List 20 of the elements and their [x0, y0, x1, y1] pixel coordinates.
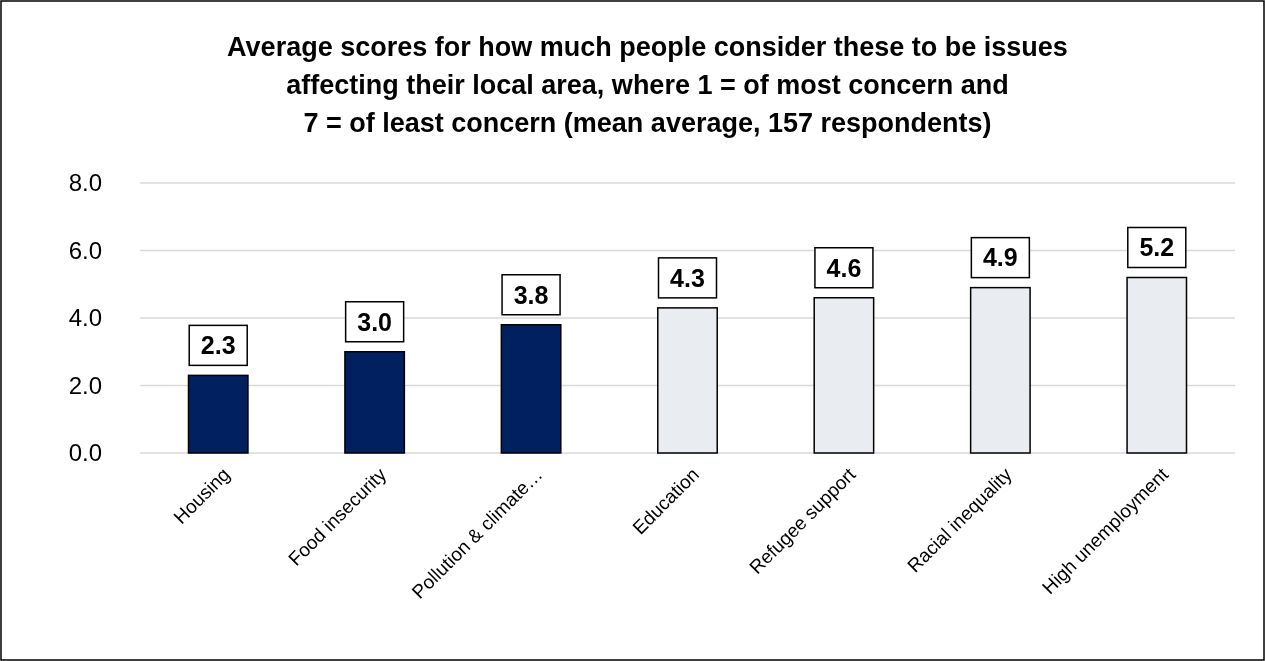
data-label: 4.9 [982, 243, 1018, 272]
y-tick-label: 4.0 [68, 304, 102, 332]
bar [969, 286, 1031, 454]
bar [500, 324, 562, 454]
y-tick-label: 6.0 [68, 236, 102, 264]
data-label: 5.2 [1139, 233, 1175, 262]
bar [657, 307, 718, 454]
bar [1126, 276, 1188, 454]
bar [187, 374, 249, 454]
data-label: 4.6 [826, 253, 862, 282]
y-tick-label: 0.0 [68, 439, 102, 467]
bar [344, 351, 406, 454]
data-label: 2.3 [200, 331, 236, 360]
bar [813, 297, 875, 454]
data-label: 3.8 [513, 280, 549, 309]
y-tick-label: 8.0 [68, 169, 102, 197]
chart-title: Average scores for how much people consider these to be issues affecting their local area, where 1 = of most concern and 7 = of least concern (mean average, 157 respondents) [227, 32, 1068, 138]
y-tick-label: 2.0 [68, 371, 102, 399]
data-label: 3.0 [357, 307, 393, 336]
data-label: 4.3 [670, 263, 705, 292]
